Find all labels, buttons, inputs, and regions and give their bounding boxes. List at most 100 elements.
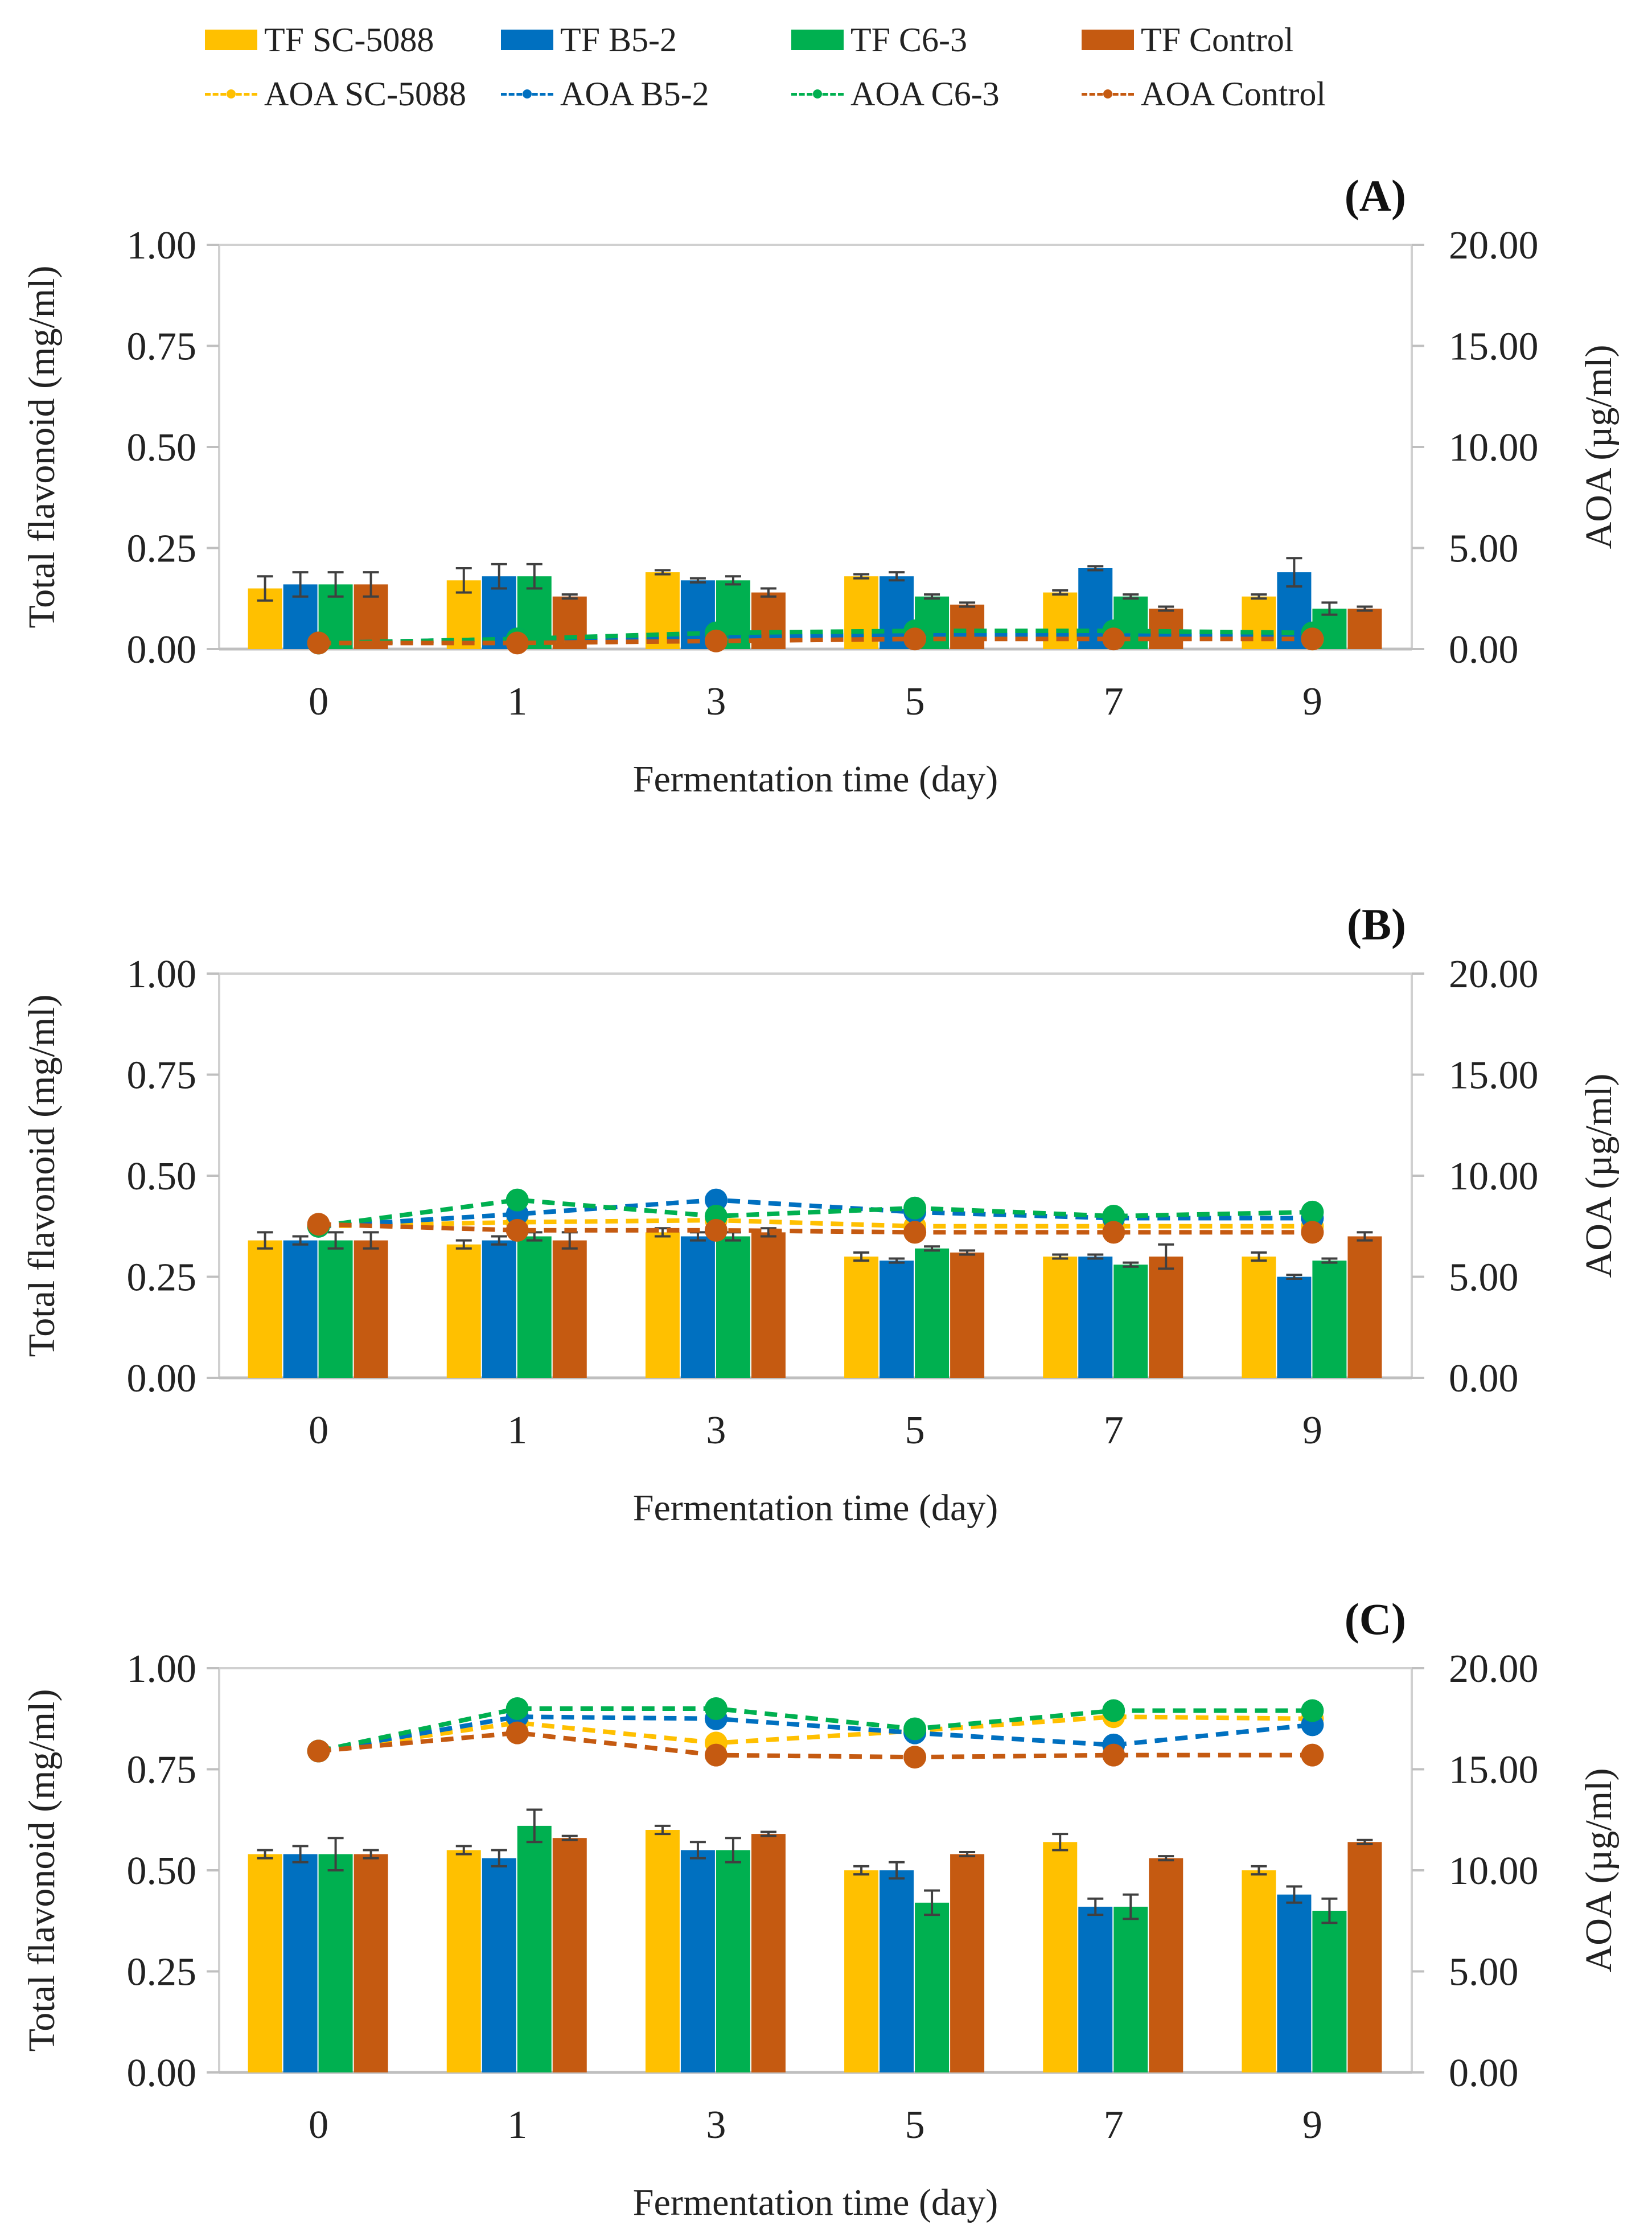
x-tick-label: 1 [507, 1409, 527, 1452]
y-tick-label: 1.00 [127, 224, 197, 268]
y-tick-label: 0.75 [127, 325, 197, 369]
x-axis-title: Fermentation time (day) [633, 2182, 998, 2223]
marker-aoa-c6-3 [903, 1196, 927, 1220]
y-tick-label: 0.50 [127, 426, 197, 470]
bar-tf-c6-3-day-7 [1113, 1906, 1148, 2072]
x-tick-label: 0 [309, 2103, 328, 2147]
bar-tf-b5-2-day-1 [482, 1858, 516, 2072]
bar-tf-b5-2-day-7 [1078, 1257, 1113, 1378]
marker-aoa-c6-3 [1301, 1200, 1324, 1224]
y2-tick-label: 0.00 [1449, 1357, 1519, 1401]
y2-tick-label: 20.00 [1449, 953, 1539, 996]
x-tick-label: 9 [1302, 1409, 1322, 1452]
chart-panel-c: (C) 0.00 0.25 0.50 0.75 1.00 0.00 5.00 10.00 15.0… [21, 1594, 1620, 2223]
x-tick-label: 7 [1104, 1409, 1124, 1452]
legend-swatch-bar [205, 30, 257, 50]
marker-aoa-control [1102, 1221, 1125, 1244]
line-aoa-c6-3 [318, 1706, 1313, 1754]
bar-tf-sc-5088-day-7 [1043, 1257, 1078, 1378]
legend-item-6: AOA B5-2 [501, 71, 709, 117]
line-aoa-sc-5088 [318, 1714, 1313, 1754]
legend-swatch-line [205, 84, 257, 104]
marker-aoa-control [704, 1218, 728, 1242]
chart-legend: TF SC-5088 TF B5-2 TF C6-3 TF Control AOA SC… [205, 17, 1514, 125]
marker-aoa-control [1301, 1743, 1324, 1767]
bar-tf-c6-3-day-9 [1312, 1261, 1347, 1378]
y-tick-label: 0.00 [127, 2051, 197, 2095]
x-tick-label: 1 [507, 2103, 527, 2147]
legend-item-7: AOA C6-3 [791, 71, 1000, 117]
bar-tf-control-day-5 [950, 604, 985, 649]
bar-tf-c6-3-day-9 [1312, 1911, 1347, 2072]
line-aoa-control [318, 637, 1313, 646]
bar-tf-sc-5088-day-1 [446, 1850, 481, 2072]
marker-aoa-control [903, 1221, 927, 1244]
y2-tick-label: 10.00 [1449, 1849, 1539, 1893]
legend-label: AOA B5-2 [560, 75, 709, 113]
legend-item-3: TF C6-3 [791, 17, 967, 63]
x-tick-label: 0 [309, 680, 328, 724]
x-tick-label: 5 [905, 680, 925, 724]
bar-tf-control-day-7 [1149, 609, 1183, 649]
y2-tick-label: 15.00 [1449, 1748, 1539, 1792]
bar-tf-sc-5088-day-5 [844, 1870, 879, 2072]
legend-label: TF B5-2 [560, 20, 677, 59]
y2-axis-title: AOA (µg/ml) [1578, 1074, 1620, 1278]
x-tick-label: 9 [1302, 680, 1322, 724]
legend-swatch-line [791, 84, 844, 104]
bar-tf-c6-3-day-1 [517, 1236, 552, 1378]
x-tick-label: 5 [905, 2103, 925, 2147]
bar-tf-control-day-0 [354, 1240, 388, 1378]
legend-label: TF C6-3 [850, 20, 968, 59]
bar-tf-control-day-9 [1347, 1236, 1382, 1378]
bar-tf-b5-2-day-3 [680, 1236, 715, 1378]
legend-label: TF Control [1141, 20, 1294, 59]
marker-aoa-control [704, 1743, 728, 1767]
y-tick-label: 0.50 [127, 1849, 197, 1893]
marker-aoa-c6-3 [903, 1717, 927, 1741]
bar-tf-c6-3-day-0 [318, 1240, 353, 1378]
marker-aoa-control [1102, 627, 1125, 651]
marker-aoa-control [1102, 1743, 1125, 1767]
x-tick-label: 1 [507, 680, 527, 724]
y2-tick-label: 5.00 [1449, 1951, 1519, 1994]
bar-tf-sc-5088-day-0 [248, 1240, 282, 1378]
marker-aoa-control [1301, 1221, 1324, 1244]
legend-item-8: AOA Control [1082, 71, 1326, 117]
x-tick-label: 5 [905, 1409, 925, 1452]
chart-panel-a: (A) 0.00 0.25 0.50 0.75 1.00 0.00 5.00 10.00 15.0… [21, 171, 1620, 800]
legend-swatch-bar [791, 30, 844, 50]
y-tick-label: 0.25 [127, 1256, 197, 1300]
bar-tf-sc-5088-day-1 [446, 1244, 481, 1378]
panel-label: (C) [1345, 1594, 1406, 1644]
bar-tf-control-day-1 [552, 1240, 587, 1378]
bar-tf-sc-5088-day-0 [248, 1854, 282, 2072]
bar-tf-control-day-0 [354, 1854, 388, 2072]
panel-label: (B) [1347, 900, 1406, 949]
line-aoa-sc-5088 [318, 1218, 1313, 1229]
bar-tf-b5-2-day-5 [880, 1261, 914, 1378]
bar-tf-b5-2-day-9 [1277, 1894, 1312, 2072]
bar-tf-control-day-7 [1149, 1858, 1183, 2072]
bar-tf-control-day-9 [1347, 1842, 1382, 2072]
x-tick-label: 7 [1104, 680, 1124, 724]
x-tick-label: 9 [1302, 2103, 1322, 2147]
chart-panel-b: (B) 0.00 0.25 0.50 0.75 1.00 0.00 5.00 10.00 15.0… [21, 900, 1620, 1529]
y2-tick-label: 10.00 [1449, 426, 1539, 470]
bar-tf-control-day-9 [1347, 609, 1382, 649]
y-tick-label: 0.50 [127, 1155, 197, 1198]
y2-tick-label: 20.00 [1449, 224, 1539, 268]
x-tick-label: 7 [1104, 2103, 1124, 2147]
marker-aoa-control [506, 631, 529, 655]
bar-tf-control-day-1 [552, 1838, 587, 2072]
legend-item-1: TF SC-5088 [205, 17, 434, 63]
bar-tf-b5-2-day-0 [283, 1240, 318, 1378]
marker-aoa-c6-3 [704, 1697, 728, 1720]
bar-tf-sc-5088-day-3 [645, 1232, 680, 1378]
x-tick-label: 3 [706, 1409, 726, 1452]
y-tick-label: 0.75 [127, 1748, 197, 1792]
x-axis-title: Fermentation time (day) [633, 1487, 998, 1529]
marker-aoa-c6-3 [1102, 1699, 1125, 1722]
y2-tick-label: 0.00 [1449, 2051, 1519, 2095]
y-tick-label: 0.00 [127, 1357, 197, 1401]
